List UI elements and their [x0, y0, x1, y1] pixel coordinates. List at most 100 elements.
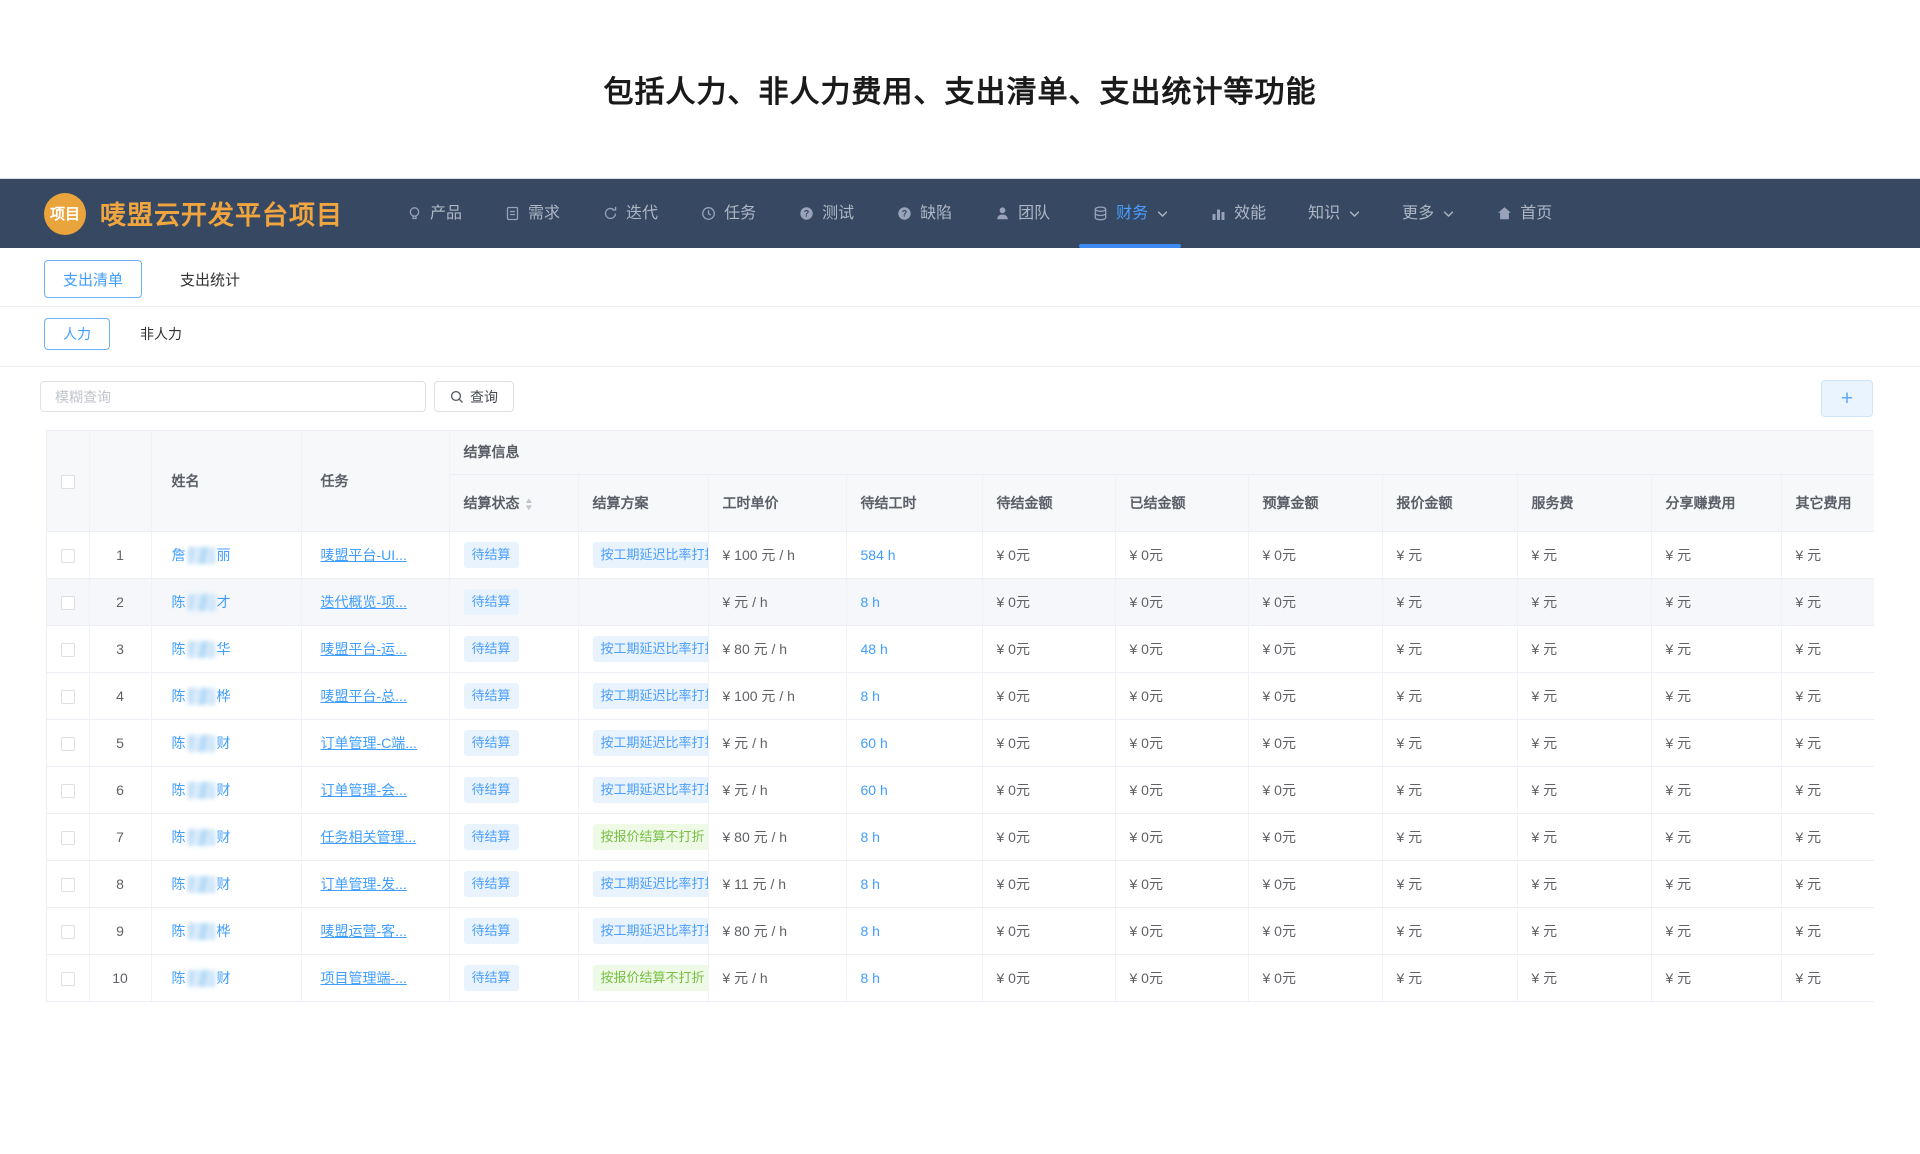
pending-hours-link[interactable]: 584 h [860, 546, 896, 563]
row-index: 6 [89, 766, 152, 814]
nav-item-more[interactable]: 更多 [1381, 179, 1475, 248]
pending-hours-link[interactable]: 8 h [860, 922, 880, 939]
row-checkbox[interactable] [60, 877, 75, 892]
plan-cell: 按报价结算不打折 [578, 954, 709, 1002]
pending-hours-link[interactable]: 60 h [860, 781, 888, 798]
task-link[interactable]: 订单管理-发... [320, 875, 407, 892]
pending-hours-link[interactable]: 8 h [860, 875, 880, 892]
row-select-cell [47, 766, 90, 814]
task-cell: 唛盟运营-客... [301, 907, 450, 955]
plan-badge: 按报价结算不打折 [592, 964, 707, 991]
share-fee-cell: ¥ 元 [1651, 860, 1782, 908]
nav-item-requirement[interactable]: 需求 [483, 179, 581, 248]
nav-item-finance[interactable]: 财务 [1071, 179, 1189, 248]
row-checkbox[interactable] [60, 736, 75, 751]
hourly-rate-cell: ¥ 元 / h [708, 719, 847, 767]
sort-icon[interactable]: ▲ ▼ [523, 495, 534, 512]
task-link[interactable]: 唛盟平台-总... [320, 687, 407, 704]
task-link[interactable]: 任务相关管理... [320, 828, 417, 845]
nav-item-task[interactable]: 任务 [679, 179, 777, 248]
row-checkbox[interactable] [60, 971, 75, 986]
task-link[interactable]: 唛盟平台-运... [320, 640, 407, 657]
page-title: 包括人力、非人力费用、支出清单、支出统计等功能 [603, 76, 1317, 109]
member-name-link[interactable]: 陈桦 [171, 687, 231, 705]
plan-cell: 按工期延迟比率打折 [578, 719, 709, 767]
nav-item-defect[interactable]: ? 缺陷 [875, 179, 973, 248]
other-fee-cell: ¥ 元 [1781, 719, 1875, 767]
table-row: 6 陈财 订单管理-会... 待结算 按工期延迟比率打折 ¥ 元 / h 60 … [47, 766, 1875, 814]
member-name-link[interactable]: 陈财 [171, 828, 231, 846]
task-link[interactable]: 迭代概览-项... [320, 593, 407, 610]
home-icon [1498, 207, 1512, 220]
bulb-icon [409, 207, 420, 220]
nav-item-label: 需求 [528, 204, 561, 222]
nav-item-team[interactable]: 团队 [973, 179, 1071, 248]
search-icon [450, 390, 463, 403]
row-checkbox[interactable] [60, 783, 75, 798]
row-select-cell [47, 860, 90, 908]
header-budget-amount: 预算金额 [1248, 474, 1383, 532]
status-cell: 待结算 [449, 625, 579, 673]
share-fee-cell: ¥ 元 [1651, 578, 1782, 626]
member-name-link[interactable]: 詹丽 [171, 546, 231, 564]
tab-expense-list[interactable]: 支出清单 [44, 260, 143, 298]
member-name-link[interactable]: 陈桦 [171, 922, 231, 940]
task-cell: 订单管理-会... [301, 766, 450, 814]
row-checkbox[interactable] [60, 924, 75, 939]
tab-labor[interactable]: 人力 [44, 318, 110, 350]
row-checkbox[interactable] [60, 830, 75, 845]
redacted-name [187, 969, 215, 987]
header-pending-hours: 待结工时 [846, 474, 983, 532]
quote-amount-cell: ¥ 元 [1382, 672, 1518, 720]
task-link[interactable]: 订单管理-C端... [320, 734, 417, 751]
settled-amount-cell: ¥ 0元 [1115, 531, 1249, 579]
member-name-link[interactable]: 陈才 [171, 593, 231, 611]
tab-non-labor[interactable]: 非人力 [140, 326, 182, 342]
task-link[interactable]: 唛盟运营-客... [320, 922, 407, 939]
member-name-cell: 陈桦 [151, 907, 302, 955]
pending-hours-link[interactable]: 8 h [860, 828, 880, 845]
quote-amount-cell: ¥ 元 [1382, 907, 1518, 955]
pending-hours-link[interactable]: 60 h [860, 734, 888, 751]
nav-item-efficiency[interactable]: 效能 [1189, 179, 1287, 248]
search-input[interactable] [40, 381, 426, 412]
select-all-checkbox[interactable] [60, 474, 75, 489]
pending-hours-link[interactable]: 8 h [860, 593, 880, 610]
add-button[interactable]: + [1821, 380, 1873, 417]
service-fee-cell: ¥ 元 [1517, 954, 1652, 1002]
search-button[interactable]: 查询 [434, 381, 514, 412]
task-cell: 唛盟平台-总... [301, 672, 450, 720]
row-checkbox[interactable] [60, 595, 75, 610]
pending-hours-cell: 8 h [846, 672, 983, 720]
member-name-link[interactable]: 陈财 [171, 969, 231, 987]
task-link[interactable]: 唛盟平台-UI... [320, 546, 407, 563]
table-row: 8 陈财 订单管理-发... 待结算 按工期延迟比率打折 ¥ 11 元 / h … [47, 860, 1875, 908]
nav-item-test[interactable]: ? 测试 [777, 179, 875, 248]
row-select-cell [47, 578, 90, 626]
pending-hours-link[interactable]: 48 h [860, 640, 888, 657]
redacted-name [187, 875, 215, 893]
tab-expense-statistics[interactable]: 支出统计 [180, 271, 241, 289]
nav-item-knowledge[interactable]: 知识 [1287, 179, 1381, 248]
status-badge: 待结算 [463, 541, 519, 568]
member-name-link[interactable]: 陈财 [171, 875, 231, 893]
row-checkbox[interactable] [60, 642, 75, 657]
member-name-link[interactable]: 陈财 [171, 781, 231, 799]
status-cell: 待结算 [449, 672, 579, 720]
member-name-link[interactable]: 陈华 [171, 640, 231, 658]
nav-item-home[interactable]: 首页 [1475, 179, 1573, 248]
row-checkbox[interactable] [60, 689, 75, 704]
task-link[interactable]: 订单管理-会... [320, 781, 407, 798]
task-cell: 唛盟平台-UI... [301, 531, 450, 579]
service-fee-cell: ¥ 元 [1517, 813, 1652, 861]
member-name-link[interactable]: 陈财 [171, 734, 231, 752]
row-checkbox[interactable] [60, 548, 75, 563]
quote-amount-cell: ¥ 元 [1382, 531, 1518, 579]
row-select-cell [47, 625, 90, 673]
pending-hours-link[interactable]: 8 h [860, 969, 880, 986]
task-link[interactable]: 项目管理端-... [320, 969, 407, 986]
table-row: 2 陈才 迭代概览-项... 待结算 ¥ 元 / h 8 h ¥ 0元 ¥ 0元… [47, 578, 1875, 626]
nav-item-iteration[interactable]: 迭代 [581, 179, 679, 248]
pending-hours-link[interactable]: 8 h [860, 687, 880, 704]
nav-item-product[interactable]: 产品 [385, 179, 483, 248]
